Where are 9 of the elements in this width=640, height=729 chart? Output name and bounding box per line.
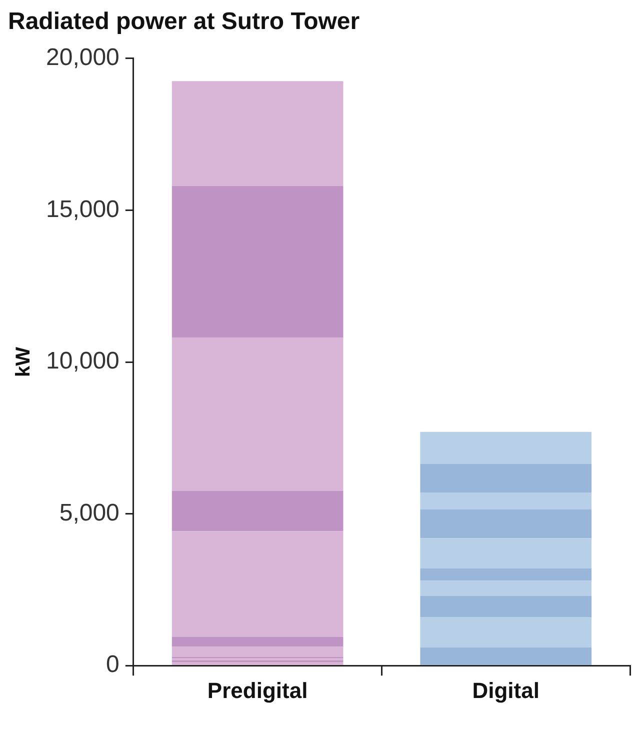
y-tick-label: 20,000 [46, 44, 120, 72]
y-tick-label: 10,000 [46, 348, 120, 375]
x-tick-label: Predigital [207, 678, 308, 703]
chart-title: Radiated power at Sutro Tower [8, 8, 361, 37]
y-tick-label: 0 [106, 651, 120, 678]
y-axis-title: kW [12, 346, 35, 377]
y-tick-label: 15,000 [46, 196, 120, 223]
x-tick-label: Digital [472, 678, 540, 703]
y-tick-label: 5,000 [59, 499, 120, 526]
